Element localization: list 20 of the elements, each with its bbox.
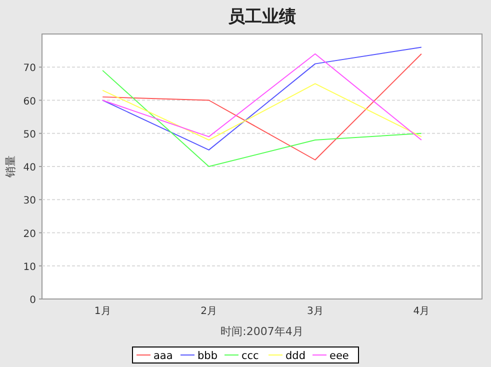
x-tick-label: 1月 [94, 306, 111, 317]
x-tick-label: 2月 [200, 306, 218, 317]
x-axis-title: 时间:2007年4月 [220, 325, 304, 338]
y-tick-label: 40 [23, 162, 36, 174]
y-tick-label: 10 [23, 262, 36, 273]
legend-label: bbb [198, 350, 218, 362]
x-tick-label: 4月 [413, 306, 430, 317]
chart-title: 员工业绩 [228, 7, 296, 27]
legend-label: ddd [286, 350, 306, 362]
y-tick-label: 0 [30, 295, 36, 306]
legend-label: eee [330, 350, 349, 362]
y-tick-label: 60 [23, 96, 36, 108]
y-tick-label: 20 [23, 228, 36, 240]
y-tick-label: 30 [23, 196, 36, 207]
y-tick-label: 50 [23, 129, 36, 140]
y-axis-title: 销量 [4, 156, 17, 178]
legend-label: ccc [242, 350, 260, 362]
legend-label: aaa [154, 350, 173, 362]
x-tick-label: 3月 [306, 306, 324, 317]
y-tick-label: 70 [23, 63, 36, 74]
